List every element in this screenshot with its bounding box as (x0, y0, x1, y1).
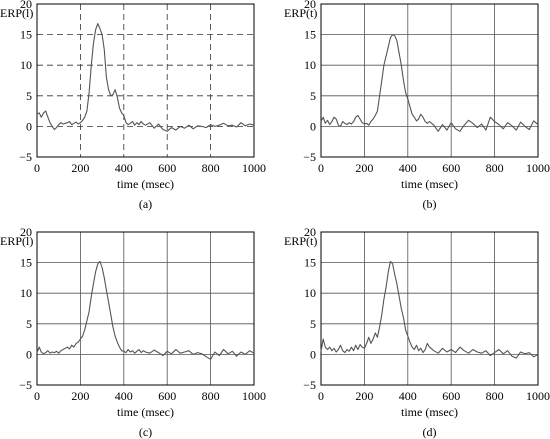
y-tick-label: 10 (304, 286, 316, 300)
y-tick-label: 5 (26, 317, 32, 331)
y-tick-label: 20 (20, 225, 32, 239)
x-tick-label: 200 (71, 389, 89, 403)
y-tick-label: −5 (303, 150, 316, 164)
y-tick-label: 10 (20, 286, 32, 300)
y-tick-label: 0 (310, 119, 316, 133)
panel-caption: (a) (139, 197, 152, 211)
x-tick-label: 600 (158, 389, 176, 403)
x-tick-label: 0 (318, 389, 324, 403)
y-tick-label: −5 (19, 378, 32, 392)
y-tick-label: 10 (304, 58, 316, 72)
y-tick-label: 5 (310, 317, 316, 331)
y-tick-label: 10 (20, 58, 32, 72)
x-tick-label: 800 (202, 389, 220, 403)
y-tick-label: 0 (310, 347, 316, 361)
panel-caption: (c) (139, 425, 152, 439)
y-axis-label: ERP(l) (0, 6, 33, 20)
x-tick-label: 200 (355, 161, 373, 175)
y-tick-label: −5 (19, 150, 32, 164)
y-tick-label: 5 (310, 89, 316, 103)
x-tick-label: 0 (34, 161, 40, 175)
series-line (36, 260, 255, 360)
series-line (320, 34, 539, 132)
y-tick-label: −5 (303, 378, 316, 392)
y-tick-label: 0 (26, 347, 32, 361)
y-tick-label: 15 (20, 28, 32, 42)
y-axis-label: ERP(t) (284, 6, 317, 20)
x-tick-label: 400 (399, 161, 417, 175)
x-axis-label: time (msec) (401, 405, 458, 419)
x-tick-label: 400 (115, 161, 133, 175)
y-axis-label: ERP(t) (284, 234, 317, 248)
x-tick-label: 1000 (526, 161, 550, 175)
series-line (36, 23, 255, 132)
plot-frame (320, 3, 539, 158)
x-tick-label: 600 (442, 161, 460, 175)
x-tick-label: 200 (71, 161, 89, 175)
y-tick-label: 0 (26, 119, 32, 133)
y-tick-label: 20 (304, 225, 316, 239)
x-tick-label: 1000 (242, 161, 266, 175)
x-tick-label: 1000 (242, 389, 266, 403)
panel-caption: (b) (423, 197, 437, 211)
x-tick-label: 0 (318, 161, 324, 175)
x-tick-label: 600 (442, 389, 460, 403)
x-tick-label: 400 (115, 389, 133, 403)
x-tick-label: 0 (34, 389, 40, 403)
y-axis-label: ERP(l) (0, 234, 33, 248)
plot-frame (320, 231, 539, 386)
y-tick-label: 15 (304, 256, 316, 270)
series-line (320, 260, 539, 359)
x-tick-label: 600 (158, 161, 176, 175)
plot-frame (36, 231, 255, 386)
y-tick-label: 15 (20, 256, 32, 270)
x-axis-label: time (msec) (401, 177, 458, 191)
x-tick-label: 1000 (526, 389, 550, 403)
y-tick-label: 20 (304, 0, 316, 11)
x-tick-label: 400 (399, 389, 417, 403)
x-axis-label: time (msec) (117, 177, 174, 191)
y-tick-label: 5 (26, 89, 32, 103)
plot-frame (36, 3, 255, 158)
x-axis-label: time (msec) (117, 405, 174, 419)
y-tick-label: 20 (20, 0, 32, 11)
x-tick-label: 800 (486, 161, 504, 175)
x-tick-label: 800 (486, 389, 504, 403)
x-tick-label: 800 (202, 161, 220, 175)
x-tick-label: 200 (355, 389, 373, 403)
panel-caption: (d) (423, 425, 437, 439)
y-tick-label: 15 (304, 28, 316, 42)
